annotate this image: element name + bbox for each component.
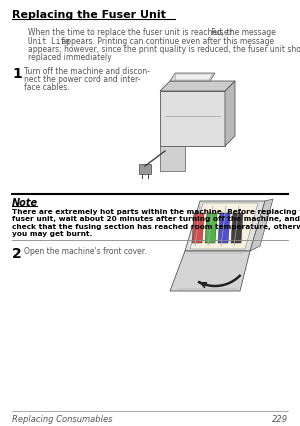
Text: When the time to replace the fuser unit is reached, the message: When the time to replace the fuser unit … [28,28,278,37]
Polygon shape [160,82,235,92]
Polygon shape [192,213,204,243]
Polygon shape [250,199,273,251]
Text: face cables.: face cables. [24,82,70,91]
Text: Fuser: Fuser [210,28,233,37]
Text: appears; however, since the print quality is reduced, the fuser unit should be: appears; however, since the print qualit… [28,45,300,54]
Polygon shape [218,213,230,243]
Text: 229: 229 [272,414,288,423]
Text: 1: 1 [12,67,22,81]
Polygon shape [185,201,265,251]
Polygon shape [160,147,185,172]
Text: replaced immediately: replaced immediately [28,53,112,62]
Polygon shape [190,204,258,249]
Polygon shape [139,164,151,175]
Text: you may get burnt.: you may get burnt. [12,231,92,237]
Polygon shape [231,213,243,243]
Polygon shape [170,251,250,291]
Text: appears. Printing can continue even after this message: appears. Printing can continue even afte… [59,36,274,46]
Text: Turn off the machine and discon-: Turn off the machine and discon- [24,67,150,76]
Polygon shape [170,74,215,82]
Text: There are extremely hot parts within the machine. Before replacing the: There are extremely hot parts within the… [12,208,300,215]
Text: fuser unit, wait about 20 minutes after turning off the machine, and then: fuser unit, wait about 20 minutes after … [12,216,300,222]
Text: Open the machine's front cover.: Open the machine's front cover. [24,246,147,256]
Text: Note: Note [12,198,38,207]
Polygon shape [205,213,217,243]
Text: check that the fusing section has reached room temperature, otherwise,: check that the fusing section has reache… [12,224,300,230]
Polygon shape [160,92,225,147]
Text: Replacing Consumables: Replacing Consumables [12,414,112,423]
Polygon shape [175,75,213,81]
Text: nect the power cord and inter-: nect the power cord and inter- [24,75,140,84]
Text: Unit Life: Unit Life [28,36,70,46]
Text: Replacing the Fuser Unit: Replacing the Fuser Unit [12,10,166,20]
Polygon shape [225,82,235,147]
Text: 2: 2 [12,246,22,260]
